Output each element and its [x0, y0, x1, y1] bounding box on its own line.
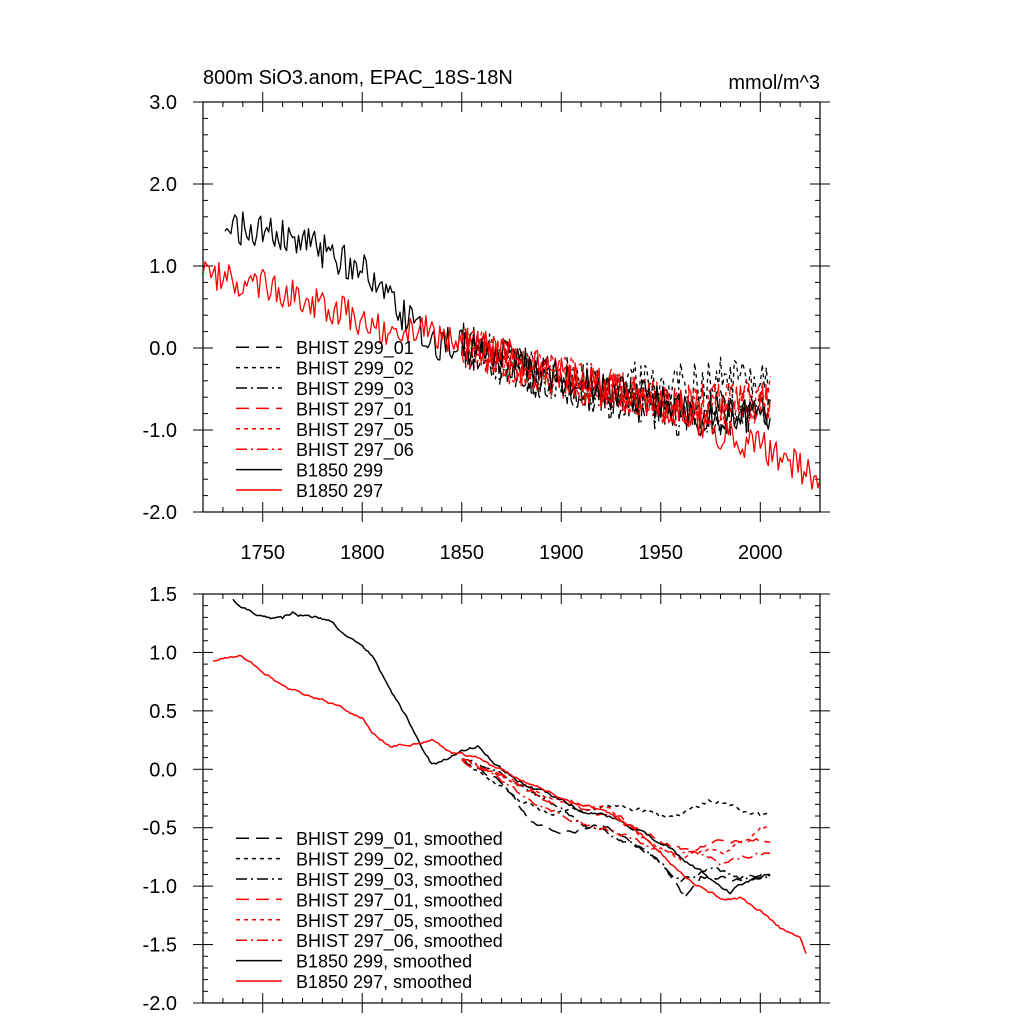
y-tick-label: 0.0	[149, 759, 177, 781]
chart-title: 800m SiO3.anom, EPAC_18S-18N	[203, 67, 513, 89]
series-group	[203, 211, 820, 490]
legend-label: BHIST 299_01	[296, 338, 414, 359]
series-line-bhist-297-06	[461, 327, 771, 426]
x-tick-label: 1850	[439, 542, 484, 564]
legend-label: BHIST 297_05	[296, 420, 414, 441]
legend-label: B1850 297, smoothed	[296, 972, 472, 992]
y-tick-label: 3.0	[149, 92, 177, 114]
series-line-bhist-297-05-smoothed	[461, 758, 771, 861]
y-tick-label: 1.0	[149, 642, 177, 664]
legend-label: BHIST 297_06	[296, 440, 414, 461]
legend-label: BHIST 297_01	[296, 399, 414, 420]
series-line-bhist-297-06-smoothed	[461, 758, 771, 866]
legend-label: B1850 299, smoothed	[296, 952, 472, 972]
chart-units: mmol/m^3	[728, 72, 820, 94]
legend-label: BHIST 299_01, smoothed	[296, 829, 503, 850]
series-line-bhist-299-03-smoothed	[461, 758, 771, 883]
x-tick-label: 2000	[738, 542, 783, 564]
y-tick-label: 0.0	[149, 338, 177, 360]
y-tick-label: -1.0	[143, 876, 177, 898]
series-line-bhist-299-02-smoothed	[461, 758, 771, 819]
plot-frame	[202, 101, 821, 513]
legend-label: BHIST 299_03, smoothed	[296, 870, 503, 891]
y-tick-label: -0.5	[143, 818, 177, 840]
x-tick-label: 1950	[639, 542, 684, 564]
legend-label: B1850 299	[296, 461, 383, 481]
y-tick-label: 2.0	[149, 174, 177, 196]
y-tick-label: -1.5	[143, 935, 177, 957]
y-tick-label: -2.0	[143, 502, 177, 524]
x-tick-label: 1900	[539, 542, 584, 564]
legend-label: BHIST 299_02	[296, 359, 414, 380]
series-line-b1850-297	[203, 261, 820, 490]
y-tick-label: 0.5	[149, 701, 177, 723]
annual-panel: 1750 1800 1850 1900 1950 2000 3.0 2.0 1.0 0.0 -1.0…	[143, 92, 830, 564]
x-tick-label: 1800	[340, 542, 385, 564]
legend-label: BHIST 299_03	[296, 379, 414, 400]
legend-label: B1850 297	[296, 481, 383, 501]
series-line-b1850-297-smoothed	[212, 654, 807, 954]
x-tick-label: 1750	[240, 542, 285, 564]
y-tick-label: -1.0	[143, 420, 177, 442]
y-tick-label: 1.0	[149, 256, 177, 278]
legend-label: BHIST 297_01, smoothed	[296, 890, 503, 911]
legend-label: BHIST 297_06, smoothed	[296, 931, 503, 952]
y-tick-label: 1.5	[149, 584, 177, 606]
series-line-bhist-297-01-smoothed	[461, 758, 771, 852]
plot-frame	[202, 593, 821, 1004]
y-tick-label: -2.0	[143, 993, 177, 1015]
series-line-bhist-297-05	[461, 331, 771, 426]
series-group	[212, 598, 807, 954]
series-line-bhist-299-01-smoothed	[461, 758, 771, 899]
series-line-b1850-299	[224, 211, 771, 437]
legend-label: BHIST 297_05, smoothed	[296, 911, 503, 932]
smoothed-panel: 1.5 1.0 0.5 0.0 -0.5 -1.0 -1.5 -2.0 BHIST 299_01…	[143, 584, 830, 1015]
legend-label: BHIST 299_02, smoothed	[296, 850, 503, 871]
